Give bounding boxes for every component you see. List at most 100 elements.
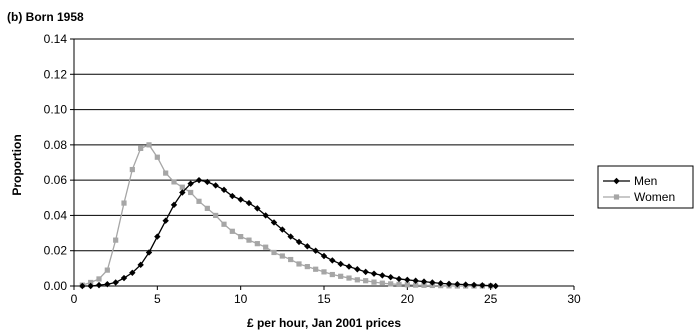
data-point-women: [121, 200, 127, 206]
data-point-men: [479, 282, 486, 289]
x-tick-label: 10: [234, 292, 248, 306]
data-point-women: [163, 170, 169, 176]
data-point-women: [171, 179, 177, 185]
data-point-men: [129, 269, 136, 276]
data-point-men: [254, 205, 261, 212]
y-axis-title: Proportion: [10, 134, 24, 195]
data-point-women: [246, 237, 252, 243]
data-point-men: [404, 276, 411, 284]
data-point-men: [370, 270, 378, 277]
data-point-women: [379, 280, 385, 286]
data-point-women: [96, 276, 102, 282]
data-point-women: [321, 269, 327, 275]
data-point-women: [388, 281, 394, 287]
data-point-women: [313, 266, 319, 272]
data-point-men: [279, 226, 286, 233]
data-point-men: [270, 219, 278, 226]
y-tick-label: 0.08: [44, 138, 68, 152]
data-point-women: [329, 271, 335, 278]
y-tick-label: 0.00: [44, 279, 68, 293]
data-point-men: [162, 217, 169, 224]
data-point-men: [295, 238, 303, 246]
data-point-men: [387, 273, 394, 281]
data-point-women: [238, 234, 244, 240]
data-point-men: [320, 252, 328, 260]
data-point-women: [413, 282, 419, 288]
data-point-men: [112, 279, 119, 286]
data-point-men: [487, 282, 494, 289]
x-tick-label: 25: [484, 292, 498, 306]
data-point-men: [337, 260, 344, 268]
data-point-men: [95, 281, 103, 289]
y-tick-labels: 0.00 0.02 0.04 0.06 0.08 0.10 0.12 0.14: [44, 32, 68, 293]
data-point-women: [154, 154, 160, 160]
data-point-women: [104, 267, 110, 273]
x-axis-title: £ per hour, Jan 2001 prices: [247, 316, 401, 330]
data-point-men: [354, 266, 361, 273]
series-men: [79, 176, 499, 290]
data-point-women: [271, 249, 277, 256]
legend-label-women: Women: [634, 190, 675, 204]
data-point-men: [262, 212, 269, 219]
data-point-men: [195, 176, 203, 184]
x-tick-label: 0: [71, 292, 78, 306]
data-point-women: [229, 228, 235, 234]
data-point-women: [396, 281, 402, 288]
axes: [70, 38, 575, 290]
data-point-women: [213, 212, 219, 219]
x-tick-label: 30: [567, 292, 581, 306]
data-point-men: [437, 280, 444, 287]
data-point-women: [288, 256, 294, 263]
data-point-men: [220, 186, 228, 194]
data-point-men: [345, 263, 353, 270]
legend: Men Women: [597, 165, 694, 209]
data-point-men: [429, 279, 436, 286]
data-point-men: [120, 274, 128, 282]
data-point-women: [138, 145, 144, 151]
y-tick-label: 0.04: [44, 208, 68, 222]
y-tick-label: 0.12: [44, 67, 68, 81]
data-point-women: [404, 282, 410, 288]
legend-item-women: Women: [603, 190, 675, 204]
legend-item-men: Men: [603, 174, 657, 188]
data-point-men: [170, 201, 178, 209]
data-point-men: [395, 275, 403, 283]
data-point-men: [470, 281, 478, 289]
data-point-women: [296, 261, 302, 267]
x-tick-label: 5: [154, 292, 161, 306]
chart-title: (b) Born 1958: [7, 10, 84, 24]
legend-marker-women: [613, 194, 620, 200]
data-point-men: [379, 272, 386, 279]
data-point-men: [154, 233, 161, 240]
series-line-men: [82, 179, 496, 287]
x-tick-label: 20: [401, 292, 415, 306]
data-point-men: [287, 233, 294, 240]
data-point-women: [371, 279, 377, 285]
data-point-women: [354, 277, 360, 283]
data-point-women: [188, 189, 194, 196]
data-point-men: [245, 199, 253, 207]
data-point-men: [312, 247, 319, 254]
data-point-men: [79, 282, 86, 290]
data-point-men: [137, 261, 144, 269]
legend-marker-men: [613, 177, 620, 185]
data-point-men: [187, 180, 194, 187]
data-point-women: [204, 205, 210, 211]
x-tick-labels: 0 5 10 15 20 25 30: [71, 292, 581, 306]
legend-box: [597, 165, 694, 209]
data-point-men: [304, 243, 311, 250]
data-point-men: [412, 277, 419, 284]
gridlines: [74, 38, 574, 252]
data-point-women: [113, 237, 119, 243]
data-point-men: [179, 189, 186, 196]
data-point-women: [346, 275, 352, 281]
data-point-men: [420, 278, 428, 285]
data-point-women: [254, 241, 260, 247]
data-point-women: [304, 263, 310, 270]
data-point-women: [129, 166, 135, 173]
data-point-men: [445, 280, 453, 288]
data-point-women: [221, 221, 227, 227]
data-point-men: [145, 249, 153, 256]
legend-label-men: Men: [634, 174, 657, 188]
